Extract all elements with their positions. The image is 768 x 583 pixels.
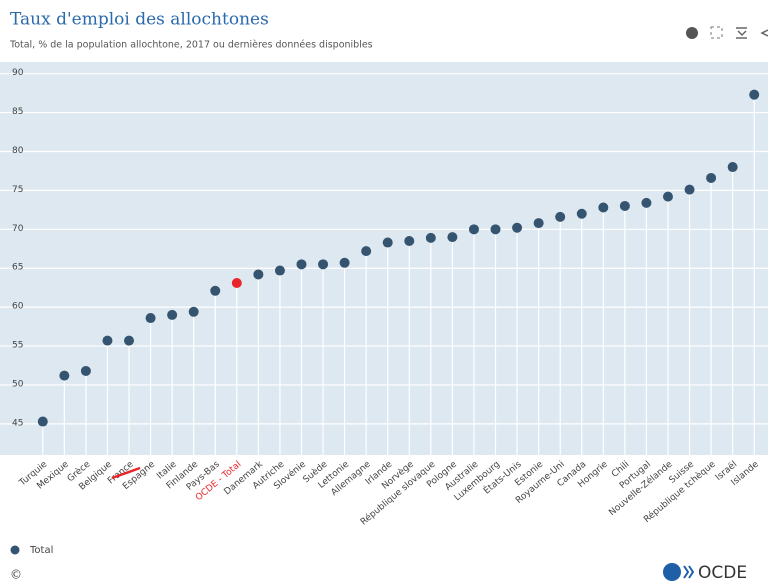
logo-text: OCDE: [698, 563, 747, 583]
dot: [425, 232, 436, 243]
dot: [404, 235, 415, 246]
dot: [296, 259, 307, 270]
y-tick-label: 85: [12, 107, 23, 117]
dot: [361, 246, 372, 257]
y-tick-label: 75: [12, 185, 23, 195]
dot: [339, 257, 350, 268]
dot: [598, 202, 609, 213]
y-tick-label: 50: [12, 379, 24, 389]
copyright: ©: [10, 568, 22, 582]
dot: [274, 265, 285, 276]
fullscreen-icon[interactable]: [710, 26, 723, 39]
dot: [210, 285, 221, 296]
legend-marker: [10, 545, 20, 555]
dot: [37, 416, 48, 427]
y-tick-label: 70: [12, 224, 24, 234]
logo-chevrons: [683, 565, 695, 579]
info-icon[interactable]: [686, 27, 698, 39]
dot: [706, 172, 717, 183]
dot: [124, 335, 135, 346]
strike-annotation: [111, 466, 141, 480]
dot: [102, 335, 113, 346]
dot: [490, 224, 501, 235]
dot: [468, 224, 479, 235]
dot: [167, 309, 178, 320]
dot: [80, 365, 91, 376]
dot: [684, 184, 695, 195]
download-icon[interactable]: [736, 27, 747, 39]
dot: [641, 197, 652, 208]
chart-subtitle: Total, % de la population allochtone, 20…: [9, 40, 373, 51]
y-tick-label: 55: [12, 341, 23, 351]
dot: [749, 89, 760, 100]
y-tick-label: 65: [12, 263, 23, 273]
toolbar[interactable]: [686, 26, 768, 39]
legend-label: Total: [29, 545, 53, 556]
y-tick-label: 90: [12, 68, 24, 78]
dot: [533, 218, 544, 229]
plot-background: [0, 62, 768, 455]
share-icon[interactable]: [760, 29, 768, 37]
dot: [253, 269, 264, 280]
dot: [59, 370, 70, 381]
dot: [382, 237, 393, 248]
dot: [555, 211, 566, 222]
dot: [512, 222, 523, 233]
y-tick-label: 45: [12, 418, 23, 428]
dot: [188, 306, 199, 317]
dot: [145, 313, 156, 324]
dot: [576, 208, 587, 219]
y-tick-label: 80: [12, 146, 24, 156]
y-tick-label: 60: [12, 302, 24, 312]
chart-title: Taux d'emploi des allochtones: [10, 10, 269, 30]
dot: [318, 259, 329, 270]
logo-globe: [663, 563, 681, 581]
dot: [231, 278, 242, 289]
dot: [662, 191, 673, 202]
dot: [447, 232, 458, 243]
dot: [619, 200, 630, 211]
dot: [727, 162, 738, 173]
